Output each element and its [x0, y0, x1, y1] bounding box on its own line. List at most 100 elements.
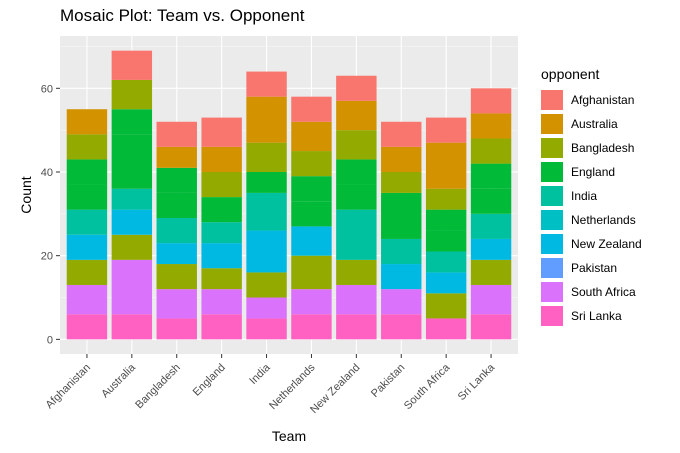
y-tick-label: 60: [41, 83, 53, 95]
legend-item: Australia: [541, 112, 642, 136]
legend-key: [541, 234, 563, 254]
bar-segment: [426, 143, 466, 189]
bar-segment: [291, 97, 331, 122]
bar-segment: [246, 72, 286, 97]
bar-segment: [381, 264, 421, 289]
bar-segment: [201, 118, 241, 147]
bar-segment: [381, 122, 421, 147]
bar-segment: [112, 80, 152, 109]
y-axis-label: Count: [18, 176, 34, 213]
legend: opponent Afghanistan Australia Bangladesh E…: [541, 66, 642, 328]
legend-key: [541, 138, 563, 158]
bar-segment: [291, 256, 331, 289]
legend-label: Afghanistan: [571, 93, 634, 107]
bar-segment: [381, 193, 421, 218]
bar-segment: [67, 314, 107, 339]
legend-item: India: [541, 184, 642, 208]
bar-segment: [426, 210, 466, 231]
bar-segment: [201, 314, 241, 339]
bar-segment: [426, 293, 466, 318]
bar-segment: [157, 147, 197, 168]
legend-label: South Africa: [571, 285, 636, 299]
x-tick-label: England: [191, 362, 228, 399]
bar-segment: [381, 172, 421, 193]
bar-segment: [112, 109, 152, 134]
bar-segment: [471, 164, 511, 189]
bar-segment: [426, 231, 466, 252]
bar-segment: [112, 189, 152, 210]
legend-item: Afghanistan: [541, 88, 642, 112]
bar-segment: [336, 185, 376, 210]
legend-label: Australia: [571, 117, 618, 131]
legend-label: India: [571, 189, 597, 203]
bar-segment: [246, 97, 286, 143]
bar-segment: [157, 122, 197, 147]
x-tick-label: South Africa: [402, 361, 453, 412]
bar-segment: [471, 88, 511, 113]
bar-segment: [291, 151, 331, 176]
bar-segment: [471, 214, 511, 239]
bar-segment: [67, 109, 107, 134]
bar-segment: [201, 289, 241, 314]
bar-segment: [336, 314, 376, 339]
x-tick-label: Afghanistan: [43, 362, 93, 412]
bar-segment: [471, 239, 511, 260]
legend-item: Pakistan: [541, 256, 642, 280]
legend-label: England: [571, 165, 615, 179]
bar-segment: [381, 314, 421, 339]
bar-segment: [246, 298, 286, 319]
legend-items: Afghanistan Australia Bangladesh England Ind…: [541, 88, 642, 328]
bar-segment: [381, 218, 421, 239]
bar-segment: [246, 231, 286, 273]
legend-title: opponent: [541, 66, 642, 82]
bar-segment: [471, 113, 511, 138]
legend-key: [541, 282, 563, 302]
bar-segment: [112, 210, 152, 235]
bar-segment: [471, 139, 511, 164]
y-tick-label: 20: [41, 251, 53, 263]
bar-segment: [201, 147, 241, 172]
bar-segment: [112, 134, 152, 188]
bar-segment: [336, 76, 376, 101]
bar-segment: [291, 201, 331, 226]
bar-segment: [426, 251, 466, 272]
bar-segment: [67, 159, 107, 184]
legend-key: [541, 114, 563, 134]
x-tick-label: India: [247, 361, 273, 387]
legend-key: [541, 306, 563, 326]
bar-segment: [201, 222, 241, 243]
bar-segment: [157, 193, 197, 218]
bar-segment: [291, 176, 331, 201]
bar-segment: [471, 189, 511, 214]
bar-segment: [157, 243, 197, 264]
legend-label: Pakistan: [571, 261, 617, 275]
legend-item: England: [541, 160, 642, 184]
bar-segment: [291, 122, 331, 151]
bar-segment: [381, 147, 421, 172]
bar-segment: [336, 130, 376, 159]
bar-segment: [426, 318, 466, 339]
x-axis-label: Team: [272, 428, 306, 444]
legend-key: [541, 90, 563, 110]
bar-segment: [157, 264, 197, 289]
legend-label: Netherlands: [571, 213, 636, 227]
bar-segment: [201, 268, 241, 289]
bar-segment: [246, 172, 286, 193]
bar-segment: [67, 285, 107, 314]
legend-item: Sri Lanka: [541, 304, 642, 328]
bar-segment: [291, 289, 331, 314]
bar-segment: [112, 260, 152, 314]
legend-key: [541, 258, 563, 278]
bar-segment: [336, 210, 376, 260]
x-tick-label: Pakistan: [369, 362, 407, 400]
y-tick-label: 40: [41, 167, 53, 179]
legend-label: Sri Lanka: [571, 309, 622, 323]
bar-segment: [67, 260, 107, 285]
bar-segment: [67, 185, 107, 210]
bar-segment: [157, 318, 197, 339]
legend-key: [541, 186, 563, 206]
bar-segment: [157, 218, 197, 243]
bar-segment: [201, 243, 241, 268]
bar-segment: [246, 193, 286, 231]
bar-segment: [426, 272, 466, 293]
